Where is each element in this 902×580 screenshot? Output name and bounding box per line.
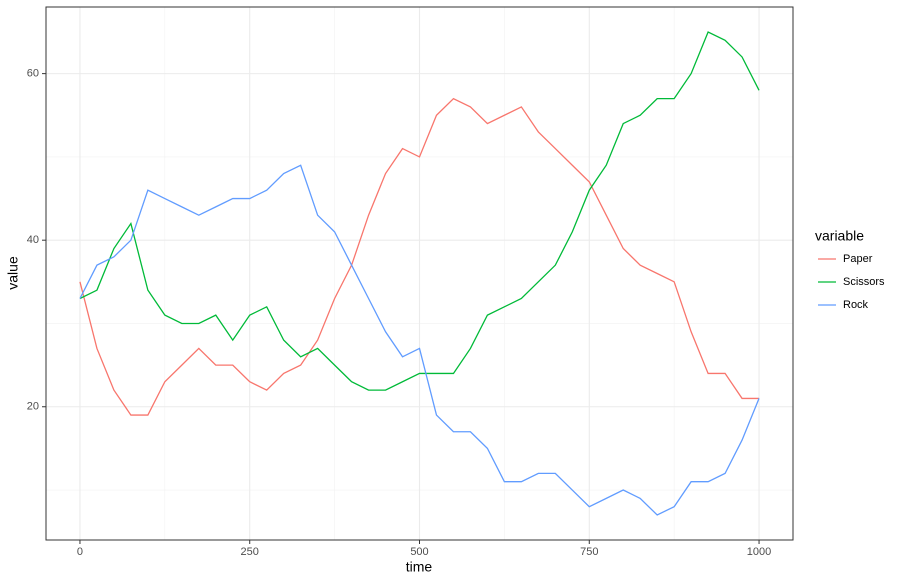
- x-tick-label: 1000: [747, 546, 771, 558]
- y-axis-title: value: [5, 256, 21, 290]
- panel-border: [45, 6, 794, 541]
- series-line: [79, 31, 760, 391]
- x-tick-label: 0: [77, 546, 83, 558]
- series-line: [79, 97, 760, 416]
- x-axis-title: time: [406, 559, 433, 575]
- y-tick-label: 20: [27, 401, 39, 413]
- x-tick-label: 500: [410, 546, 428, 558]
- series-line: [79, 164, 760, 516]
- y-tick-label: 40: [27, 234, 39, 246]
- legend-title: variable: [815, 228, 864, 244]
- x-tick-label: 250: [241, 546, 259, 558]
- legend-text: Rock: [843, 299, 869, 311]
- x-tick-label: 750: [580, 546, 598, 558]
- legend-text: Scissors: [843, 276, 885, 288]
- y-tick-label: 60: [27, 68, 39, 80]
- legend-text: Paper: [843, 253, 873, 265]
